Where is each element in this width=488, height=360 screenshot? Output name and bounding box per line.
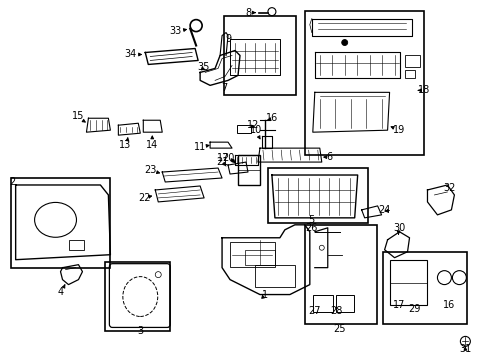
Bar [312, 294, 332, 312]
Text: 32: 32 [442, 183, 455, 193]
Text: 8: 8 [244, 8, 250, 18]
Circle shape [341, 40, 347, 45]
Text: 1: 1 [262, 289, 267, 300]
Text: 10: 10 [249, 125, 262, 135]
Text: 29: 29 [407, 305, 420, 315]
Text: 2: 2 [9, 177, 16, 187]
Bar [105, 262, 170, 332]
Text: 15: 15 [72, 111, 84, 121]
Text: 30: 30 [393, 223, 405, 233]
Text: 11: 11 [194, 142, 206, 152]
Text: 19: 19 [393, 125, 405, 135]
Bar [304, 225, 376, 324]
Text: 4: 4 [58, 287, 63, 297]
Text: 24: 24 [378, 205, 390, 215]
Text: 13: 13 [119, 140, 131, 150]
Text: 27: 27 [308, 306, 321, 316]
Text: 3: 3 [137, 327, 143, 336]
Text: 35: 35 [197, 62, 209, 72]
Text: 22: 22 [138, 193, 150, 203]
Text: 17: 17 [217, 153, 229, 163]
Text: 31: 31 [458, 345, 470, 354]
Text: 33: 33 [169, 26, 181, 36]
Text: 5: 5 [308, 215, 314, 225]
Text: 34: 34 [124, 49, 136, 59]
Bar [404, 55, 419, 67]
Bar [389, 260, 427, 305]
Text: 17: 17 [392, 300, 405, 310]
Bar [68, 240, 84, 250]
Text: 16: 16 [265, 113, 278, 123]
Bar [229, 242, 274, 267]
Text: 9: 9 [224, 33, 231, 44]
Bar [404, 71, 414, 78]
Text: 28: 28 [330, 306, 342, 316]
Text: 12: 12 [246, 120, 259, 130]
Text: 23: 23 [144, 165, 156, 175]
Text: 25: 25 [333, 324, 346, 334]
Bar [254, 265, 294, 287]
Text: 26: 26 [305, 223, 317, 233]
Text: 16: 16 [443, 300, 455, 310]
Bar [224, 15, 295, 95]
Text: 18: 18 [418, 85, 430, 95]
Bar [11, 178, 110, 268]
Bar [238, 155, 260, 185]
Text: 20: 20 [222, 153, 234, 163]
Text: 7: 7 [221, 84, 227, 93]
Text: 14: 14 [146, 140, 158, 150]
Text: 6: 6 [326, 152, 332, 162]
Bar [244, 250, 274, 265]
Bar [335, 294, 353, 312]
Bar [237, 125, 250, 133]
Text: 21: 21 [215, 157, 228, 167]
Bar [267, 168, 367, 223]
Bar [382, 252, 467, 324]
Bar [304, 11, 424, 155]
